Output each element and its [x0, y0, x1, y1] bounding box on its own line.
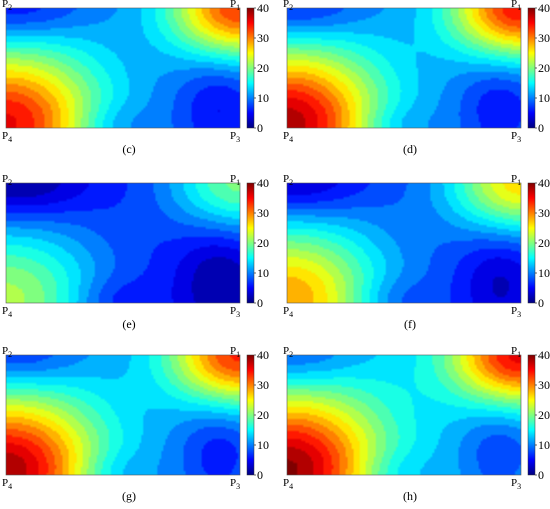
- contour-field: [6, 183, 240, 303]
- contour-field: [287, 8, 521, 128]
- colorbar-tick-label: 30: [538, 378, 550, 392]
- colorbar: [528, 183, 535, 303]
- colorbar-tick-label: 40: [538, 1, 550, 15]
- colorbar-tick-label: 0: [538, 121, 544, 135]
- field-border: [5, 354, 241, 476]
- contour-field: [287, 355, 521, 475]
- colorbar-tick-label: 40: [257, 176, 269, 190]
- corner-label-p3: P3: [511, 130, 521, 144]
- panel-caption: (f): [404, 317, 416, 331]
- field-border: [286, 182, 522, 304]
- field-border: [5, 182, 241, 304]
- contour-panel: P2 P1 P4 P3 0 10 20 30 40 (g): [2, 345, 269, 503]
- contour-panel: P2 P1 P4 P3 0 10 20 30 40 (c): [2, 0, 269, 156]
- corner-label-p2: P2: [283, 0, 293, 12]
- colorbar-tick-label: 40: [257, 1, 269, 15]
- panel-caption: (d): [403, 142, 417, 156]
- field-border: [286, 7, 522, 129]
- corner-label-p1: P1: [230, 0, 240, 12]
- colorbar-tick-label: 0: [257, 296, 263, 310]
- corner-label-p4: P4: [283, 477, 293, 491]
- colorbar: [247, 355, 254, 475]
- colorbar-tick-label: 20: [538, 408, 550, 422]
- colorbar-tick-label: 20: [257, 61, 269, 75]
- corner-label-p4: P4: [283, 130, 293, 144]
- colorbar-tick-label: 10: [538, 91, 550, 105]
- colorbar-tick-label: 10: [257, 438, 269, 452]
- corner-label-p1: P1: [511, 345, 521, 359]
- colorbar-tick-label: 10: [538, 438, 550, 452]
- colorbar-tick-label: 40: [538, 348, 550, 362]
- colorbar-tick-label: 40: [538, 176, 550, 190]
- contour-field: [287, 183, 521, 303]
- colorbar-tick-label: 10: [257, 266, 269, 280]
- colorbar-tick-label: 20: [538, 236, 550, 250]
- colorbar: [528, 8, 535, 128]
- colorbar-tick-label: 30: [257, 378, 269, 392]
- corner-label-p1: P1: [511, 0, 521, 12]
- colorbar-tick-label: 30: [538, 206, 550, 220]
- corner-label-p3: P3: [230, 305, 240, 319]
- colorbar-tick-label: 20: [257, 408, 269, 422]
- panel-caption: (h): [403, 489, 417, 503]
- corner-label-p4: P4: [2, 130, 12, 144]
- field-border: [286, 354, 522, 476]
- contour-field: [6, 8, 240, 128]
- corner-label-p1: P1: [230, 173, 240, 187]
- corner-label-p3: P3: [511, 477, 521, 491]
- colorbar-tick-label: 10: [257, 91, 269, 105]
- corner-label-p1: P1: [511, 173, 521, 187]
- colorbar-tick-label: 0: [538, 296, 544, 310]
- field-border: [5, 7, 241, 129]
- colorbar: [247, 183, 254, 303]
- contour-panel: P2 P1 P4 P3 0 10 20 30 40 (h): [283, 345, 550, 503]
- panel-caption: (e): [122, 317, 135, 331]
- corner-label-p2: P2: [2, 0, 12, 12]
- panel-caption: (g): [122, 489, 136, 503]
- corner-label-p4: P4: [2, 477, 12, 491]
- contour-field: [6, 355, 240, 475]
- colorbar-tick-label: 10: [538, 266, 550, 280]
- corner-label-p2: P2: [283, 345, 293, 359]
- colorbar-tick-label: 20: [538, 61, 550, 75]
- corner-label-p3: P3: [511, 305, 521, 319]
- colorbar: [528, 355, 535, 475]
- corner-label-p3: P3: [230, 477, 240, 491]
- panel-caption: (c): [122, 142, 135, 156]
- corner-label-p1: P1: [230, 345, 240, 359]
- corner-label-p2: P2: [283, 173, 293, 187]
- colorbar-tick-label: 40: [257, 348, 269, 362]
- corner-label-p2: P2: [2, 345, 12, 359]
- contour-panel: P2 P1 P4 P3 0 10 20 30 40 (e): [2, 173, 269, 331]
- colorbar-tick-label: 20: [257, 236, 269, 250]
- contour-panel: P2 P1 P4 P3 0 10 20 30 40 (f): [283, 173, 550, 331]
- colorbar-tick-label: 30: [538, 31, 550, 45]
- colorbar-tick-label: 30: [257, 31, 269, 45]
- colorbar-tick-label: 0: [257, 121, 263, 135]
- colorbar: [247, 8, 254, 128]
- colorbar-tick-label: 0: [538, 468, 544, 482]
- corner-label-p3: P3: [230, 130, 240, 144]
- contour-panel: P2 P1 P4 P3 0 10 20 30 40 (d): [283, 0, 550, 156]
- corner-label-p4: P4: [283, 305, 293, 319]
- colorbar-tick-label: 0: [257, 468, 263, 482]
- colorbar-tick-label: 30: [257, 206, 269, 220]
- corner-label-p2: P2: [2, 173, 12, 187]
- corner-label-p4: P4: [2, 305, 12, 319]
